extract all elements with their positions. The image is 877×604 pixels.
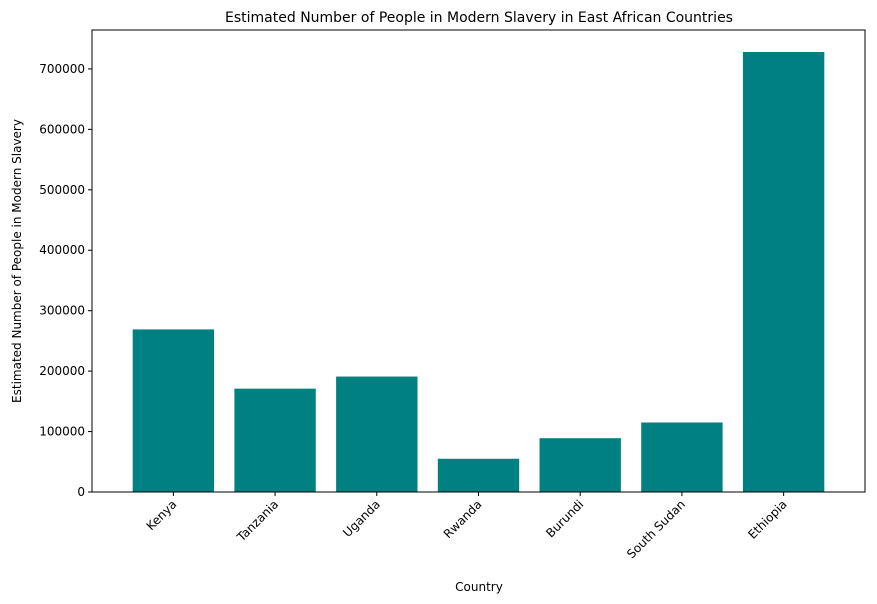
x-tick-label: Burundi [543,497,586,540]
x-tick-label: Kenya [144,497,180,533]
y-axis-label: Estimated Number of People in Modern Sla… [10,119,24,403]
plot-frame [91,29,866,493]
y-tick-label: 100000 [39,425,85,439]
bar-kenya [132,329,215,492]
y-tick-label: 400000 [39,243,85,257]
bar-south-sudan [641,422,723,492]
bars-group [132,52,825,492]
x-tick-label: Rwanda [441,497,485,541]
bar-tanzania [234,388,316,492]
x-tick-label: Ethiopia [745,497,789,541]
y-tick-label: 600000 [39,122,85,136]
bar-uganda [336,376,418,492]
y-axis-ticks: 0 100000 200000 300000 400000 500000 600000 700… [39,62,92,499]
y-tick-label: 300000 [39,304,85,318]
x-tick-label: South Sudan [624,497,688,561]
y-tick-label: 0 [77,485,85,499]
x-axis-label: Country [455,580,503,594]
chart-title: Estimated Number of People in Modern Sla… [225,10,733,26]
bar-burundi [539,438,621,492]
y-tick-label: 700000 [39,62,85,76]
x-tick-label: Tanzania [234,497,282,545]
bar-ethiopia [742,52,825,492]
y-tick-label: 200000 [39,364,85,378]
x-tick-label: Uganda [340,497,383,540]
x-axis-ticks: Kenya Tanzania Uganda Rwanda Burundi South Su… [144,492,790,561]
y-tick-label: 500000 [39,183,85,197]
bar-rwanda [437,458,520,492]
